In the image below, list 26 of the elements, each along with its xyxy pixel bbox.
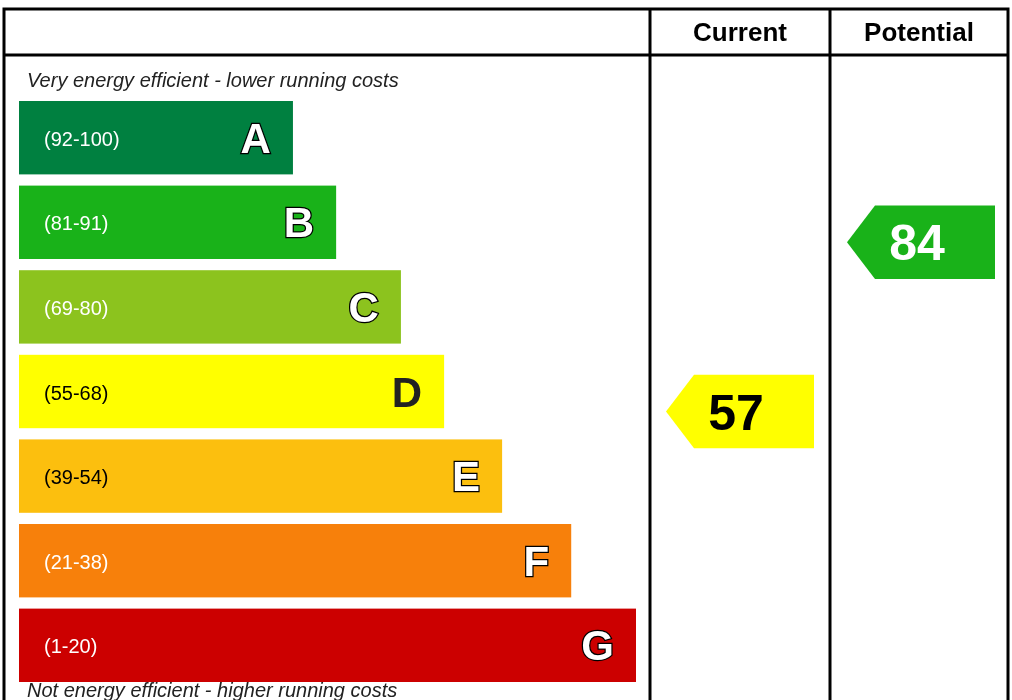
annotation: (39-54) <box>44 466 109 489</box>
annotation: (92-100) <box>44 127 120 150</box>
y-tick-label: D <box>391 368 423 416</box>
bar <box>19 608 636 682</box>
y-tick-label: B <box>283 199 315 247</box>
annotation: (81-91) <box>44 212 109 235</box>
bar <box>19 101 293 175</box>
bar <box>19 524 572 598</box>
text: 57 <box>708 384 764 441</box>
y-tick-label: G <box>581 622 614 670</box>
annotation: (55-68) <box>44 381 109 404</box>
bar <box>19 270 401 344</box>
bar <box>19 354 445 429</box>
y-tick-label: C <box>348 283 379 331</box>
y-tick-label: A <box>240 114 271 162</box>
text: 84 <box>889 215 945 272</box>
text: Current <box>693 17 788 47</box>
text: Very energy efficient - lower running costs <box>27 69 399 91</box>
bar <box>19 185 337 259</box>
y-tick-label: E <box>452 453 481 501</box>
y-tick-label: F <box>523 537 550 585</box>
bar <box>19 439 503 513</box>
text: Potential <box>864 17 974 47</box>
annotation: (21-38) <box>44 550 109 573</box>
annotation: (1-20) <box>44 635 98 658</box>
annotation: (69-80) <box>44 296 109 319</box>
